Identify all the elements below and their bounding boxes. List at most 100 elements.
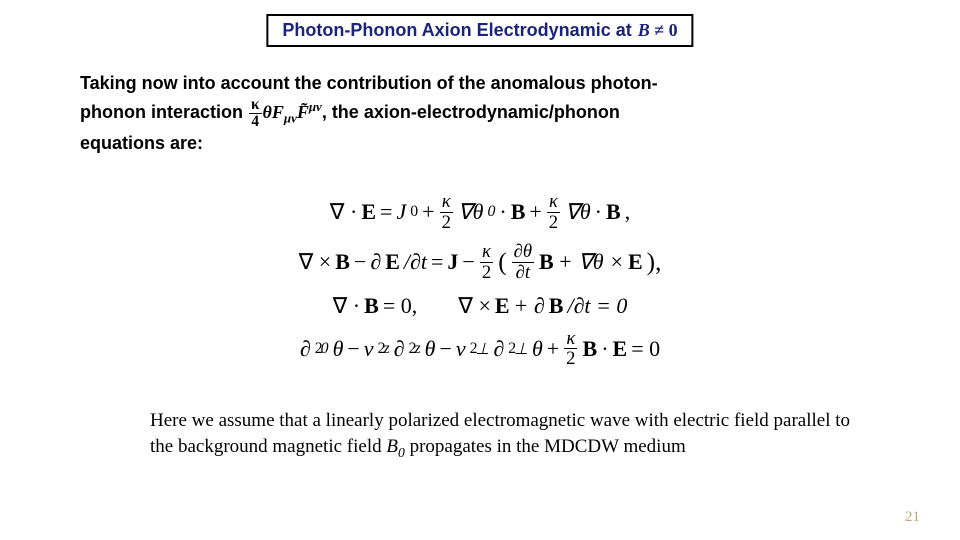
eq1-frac2: κ 2	[547, 192, 560, 232]
eq4-vpb: ⊥	[476, 339, 490, 359]
eq1-nabla: ∇ ·	[330, 199, 358, 225]
eq1-dot1: ·	[499, 199, 506, 225]
title-neq: ≠ 0	[654, 20, 677, 40]
assumption-Bsub: 0	[398, 444, 405, 459]
eq2-Ev: E	[628, 249, 643, 275]
title-box: Photon-Phonon Axion Electrodynamic at B …	[266, 14, 693, 47]
eq2-frac: κ 2	[480, 242, 493, 282]
eq2-minus: −	[354, 249, 366, 275]
intro-line2-post: , the axion-electrodynamic/phonon	[322, 102, 620, 122]
eq4-B: B	[583, 336, 598, 362]
equations-block: ∇ · E = J0 + κ 2 ∇θ0 · B + κ 2 ∇θ · B, ∇…	[0, 182, 960, 379]
frac-den: 4	[249, 114, 261, 130]
intro-Fsub: μν	[284, 111, 297, 126]
eq4-dz: ∂	[394, 336, 405, 362]
eq2-dtn: ∂θ	[512, 242, 534, 263]
eq1-comma: ,	[625, 199, 631, 225]
eq2-fden: 2	[480, 263, 493, 283]
eq3-z1: = 0,	[383, 293, 417, 319]
eq2-plus: + ∇θ ×	[558, 249, 624, 275]
page-number: 21	[905, 509, 920, 526]
eq1-J: J	[396, 199, 406, 225]
eq4-d0b: 0	[321, 340, 329, 358]
assumption-paragraph: Here we assume that a linearly polarized…	[150, 408, 870, 462]
eq3-divB: ∇ ·	[333, 293, 361, 319]
eq4-E: E	[613, 336, 628, 362]
eq2-lp: (	[498, 248, 506, 277]
eq2-B: B	[335, 249, 350, 275]
eq3-dt: /∂t = 0	[567, 293, 627, 319]
eq3-E: E	[495, 293, 510, 319]
title-B: B	[638, 20, 650, 40]
eq4-vp: v	[456, 336, 466, 362]
eq4-m1: −	[347, 336, 359, 362]
eq3-Bv: B	[549, 293, 564, 319]
anomalous-term: κ4θFμνF̃μν	[248, 102, 322, 122]
eq2-rp: ),	[647, 248, 662, 277]
eq1-plus1: +	[422, 199, 434, 225]
intro-line2: phonon interaction κ4θFμνF̃μν, the axion…	[80, 97, 880, 130]
eq1-J0sup: 0	[410, 203, 418, 221]
eq4-frac: κ 2	[564, 329, 577, 369]
eq1-f2num: κ	[547, 192, 560, 213]
eq4-dp: ∂	[493, 336, 504, 362]
eq4-dzb: z	[414, 340, 420, 358]
eq4-vzb: z	[383, 340, 389, 358]
eq4-fd: 2	[564, 349, 577, 369]
eq2-J: J	[447, 249, 458, 275]
eq1-dot2: ·	[595, 199, 602, 225]
eq2-dt: /∂t	[404, 249, 427, 275]
eq2-Bv: B	[539, 249, 554, 275]
intro-Ftilde: F̃	[297, 102, 309, 122]
eq3-curlE: ∇ ×	[458, 293, 491, 319]
eq1-f2den: 2	[547, 213, 560, 233]
eq1-plus2: +	[529, 199, 541, 225]
assumption-B: B	[386, 436, 398, 457]
eq1-f1num: κ	[440, 192, 453, 213]
eq4-t3: θ	[532, 336, 543, 362]
equation-1: ∇ · E = J0 + κ 2 ∇θ0 · B + κ 2 ∇θ · B,	[0, 192, 960, 232]
eq1-eq: =	[380, 199, 392, 225]
equation-4: ∂20 θ − v2z ∂2z θ − v2⊥ ∂2⊥ θ + κ 2 B · …	[0, 329, 960, 369]
eq4-plus: +	[547, 336, 559, 362]
eq4-z: = 0	[631, 336, 660, 362]
eq4-t2: θ	[425, 336, 436, 362]
eq4-vz: v	[364, 336, 374, 362]
eq4-t1: θ	[333, 336, 344, 362]
title-math: B ≠ 0	[638, 20, 678, 41]
eq3-B: B	[364, 293, 379, 319]
eq1-gt: ∇θ	[565, 199, 591, 225]
eq2-dtd: ∂t	[514, 263, 532, 283]
eq3-plus: + ∂	[514, 293, 545, 319]
eq4-d0: ∂	[300, 336, 311, 362]
eq1-E: E	[361, 199, 376, 225]
title-text: Photon-Phonon Axion Electrodynamic at	[282, 20, 631, 41]
equation-2: ∇ × B − ∂E/∂t = J − κ 2 ( ∂θ ∂t B + ∇θ ×…	[0, 242, 960, 282]
eq1-frac1: κ 2	[440, 192, 453, 232]
intro-theta: θ	[263, 102, 272, 122]
intro-Fsup: μν	[309, 99, 322, 114]
intro-line1: Taking now into account the contribution…	[80, 70, 880, 97]
eq1-B1: B	[511, 199, 526, 225]
eq2-frac-theta: ∂θ ∂t	[512, 242, 534, 282]
eq4-dpb: ⊥	[514, 339, 528, 359]
eq4-dot: ·	[601, 336, 608, 362]
assumption-post: propagates in the MDCDW medium	[405, 436, 686, 457]
frac-num: κ	[249, 97, 262, 114]
eq1-f1den: 2	[440, 213, 453, 233]
eq1-gt0: ∇θ	[458, 199, 484, 225]
eq2-dE: ∂	[370, 249, 381, 275]
intro-line3: equations are:	[80, 130, 880, 157]
intro-paragraph: Taking now into account the contribution…	[80, 70, 880, 157]
frac-kappa-4: κ4	[249, 97, 262, 130]
eq4-fn: κ	[564, 329, 577, 350]
intro-F: F	[272, 102, 284, 122]
eq2-curl: ∇ ×	[299, 249, 332, 275]
equation-3: ∇ · B = 0, ∇ × E + ∂B/∂t = 0	[0, 293, 960, 319]
eq4-m2: −	[439, 336, 451, 362]
eq2-E: E	[385, 249, 400, 275]
eq1-t0sub: 0	[487, 203, 495, 221]
eq2-minus2: −	[462, 249, 474, 275]
eq2-eq: =	[431, 249, 443, 275]
eq2-fnum: κ	[480, 242, 493, 263]
